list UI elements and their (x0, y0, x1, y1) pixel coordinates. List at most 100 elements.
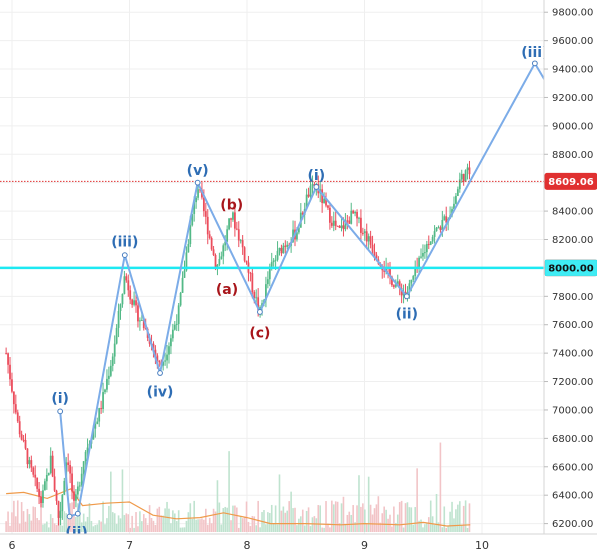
volume-bar (321, 528, 323, 532)
candle-body (234, 212, 236, 228)
volume-bar (193, 501, 195, 532)
candle-body (123, 276, 125, 294)
volume-bar (176, 521, 178, 532)
volume-bar (333, 504, 335, 532)
volume-bar (269, 513, 271, 532)
candle-body (436, 228, 438, 231)
volume-bar (302, 510, 304, 532)
candle-body (420, 257, 422, 258)
volume-bar (370, 505, 372, 532)
candle-body (242, 240, 244, 247)
volume-bar (465, 500, 467, 532)
candle-body (366, 231, 368, 241)
candle-body (467, 167, 469, 170)
candle-body (267, 279, 269, 284)
candle-body (230, 218, 232, 219)
candle-body (5, 353, 7, 354)
volume-bar (110, 472, 112, 532)
wave-label: (a) (216, 282, 238, 298)
y-tick-label: 9400.00 (552, 65, 593, 76)
wave-point (314, 185, 319, 190)
volume-bar (135, 512, 137, 532)
y-tick-label: 9000.00 (552, 121, 593, 132)
volume-bar (106, 518, 108, 532)
volume-bar (38, 520, 40, 532)
volume-bar (411, 507, 413, 532)
volume-bar (434, 525, 436, 532)
volume-bar (191, 519, 193, 532)
wave-label: (iv) (147, 384, 174, 400)
volume-bar (36, 518, 38, 532)
candle-body (19, 421, 21, 434)
candle-body (362, 233, 364, 234)
candle-body (100, 408, 102, 409)
y-tick-label: 7800.00 (552, 292, 593, 303)
volume-bar (310, 526, 312, 532)
candle-body (36, 478, 38, 489)
volume-bar (292, 508, 294, 532)
candle-body (312, 184, 314, 186)
volume-bar (405, 503, 407, 532)
volume-bar (356, 505, 358, 532)
volume-bar (230, 520, 232, 532)
volume-bar (385, 510, 387, 532)
volume-bar (374, 508, 376, 532)
candle-body (108, 376, 110, 379)
candle-body (56, 491, 58, 501)
volume-bar (42, 524, 44, 532)
volume-bar (224, 507, 226, 532)
candle-body (96, 422, 98, 424)
candle-body (174, 325, 176, 330)
wave-point (195, 180, 200, 185)
candle-body (211, 238, 213, 249)
volume-bar (207, 525, 209, 532)
candle-body (279, 248, 281, 251)
volume-bar (91, 521, 93, 532)
candle-body (180, 293, 182, 306)
volume-bar (350, 515, 352, 532)
volume-bar (205, 509, 207, 532)
volume-bar (52, 518, 54, 532)
volume-bar (172, 510, 174, 532)
volume-bar (48, 527, 50, 532)
volume-bar (162, 516, 164, 532)
volume-bar (263, 510, 265, 532)
volume-bar (13, 501, 15, 532)
candle-body (339, 226, 341, 228)
wave-point (532, 61, 537, 66)
volume-bar (120, 518, 122, 532)
candle-body (67, 462, 69, 465)
candle-body (187, 244, 189, 252)
candle-body (341, 225, 343, 228)
volume-bar (286, 511, 288, 532)
volume-bar (29, 514, 31, 532)
candle-body (63, 481, 65, 495)
volume-bar (127, 514, 129, 532)
candle-body (114, 344, 116, 357)
volume-bar (139, 511, 141, 532)
volume-bar (285, 513, 287, 532)
volume-bar (116, 524, 118, 532)
candle-body (85, 452, 87, 461)
volume-bar (108, 506, 110, 532)
volume-bar (102, 502, 104, 532)
volume-bar (244, 517, 246, 532)
volume-bar (46, 522, 48, 532)
time-axis-panel[interactable] (0, 534, 544, 556)
volume-bar (143, 514, 145, 532)
candle-body (358, 218, 360, 219)
candle-body (356, 212, 358, 218)
volume-bar (451, 502, 453, 532)
candle-body (428, 244, 430, 245)
volume-bar (129, 528, 131, 532)
volume-bar (250, 526, 252, 532)
volume-bar (178, 510, 180, 532)
volume-bar (246, 502, 248, 532)
volume-bar (449, 512, 451, 532)
candle-body (166, 355, 168, 361)
candle-body (240, 240, 242, 241)
volume-bar (296, 525, 298, 532)
volume-bar (343, 497, 345, 532)
volume-bar (428, 517, 430, 532)
